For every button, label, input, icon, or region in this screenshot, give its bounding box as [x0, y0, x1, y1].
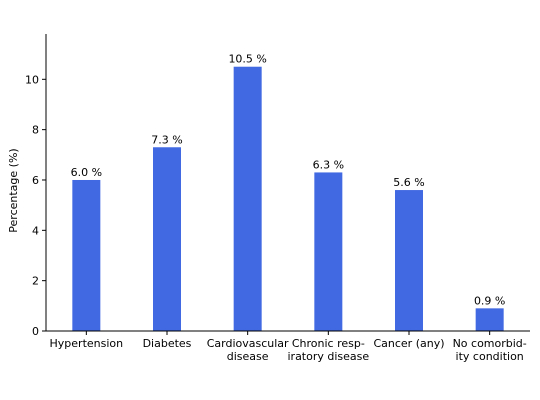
x-tick-label: Hypertension — [50, 337, 124, 350]
x-tick-label: Cardiovascular disease — [207, 337, 289, 363]
bar-value-label: 6.3 % — [313, 158, 344, 171]
bar-value-label: 7.3 % — [151, 133, 182, 146]
x-tick-label: Cancer (any) — [373, 337, 444, 350]
bar-value-label: 6.0 % — [71, 166, 102, 179]
bar-value-label: 10.5 % — [228, 53, 266, 66]
bar-value-labels: 6.0 % 7.3 % 10.5 % 6.3 % 5.6 % 0.9 % — [71, 53, 506, 308]
bar — [475, 308, 504, 331]
bar-value-label: 0.9 % — [474, 294, 505, 307]
y-tick-label: 6 — [32, 174, 39, 187]
y-tick-label: 10 — [25, 73, 39, 86]
bars — [72, 66, 504, 331]
bar-value-label: 5.6 % — [393, 176, 424, 189]
x-tick-label: Diabetes — [143, 337, 192, 350]
bar — [153, 147, 181, 331]
y-tick-label: 2 — [32, 275, 39, 288]
x-axis-ticks: Hypertension Diabetes Cardiovascular diseas… — [50, 331, 527, 363]
bar — [314, 172, 343, 331]
bar — [233, 66, 262, 331]
y-tick-label: 4 — [32, 224, 39, 237]
y-axis-ticks: 0 2 4 6 8 10 — [25, 73, 46, 338]
bar — [395, 190, 423, 331]
y-axis-title: Percentage (%) — [7, 148, 20, 232]
bar — [72, 179, 101, 331]
y-tick-label: 0 — [32, 325, 39, 338]
y-tick-label: 8 — [32, 124, 39, 137]
x-tick-label: Chronic resp-iratory disease — [287, 337, 369, 363]
x-tick-label: No comorbid-ity condition — [453, 337, 527, 363]
